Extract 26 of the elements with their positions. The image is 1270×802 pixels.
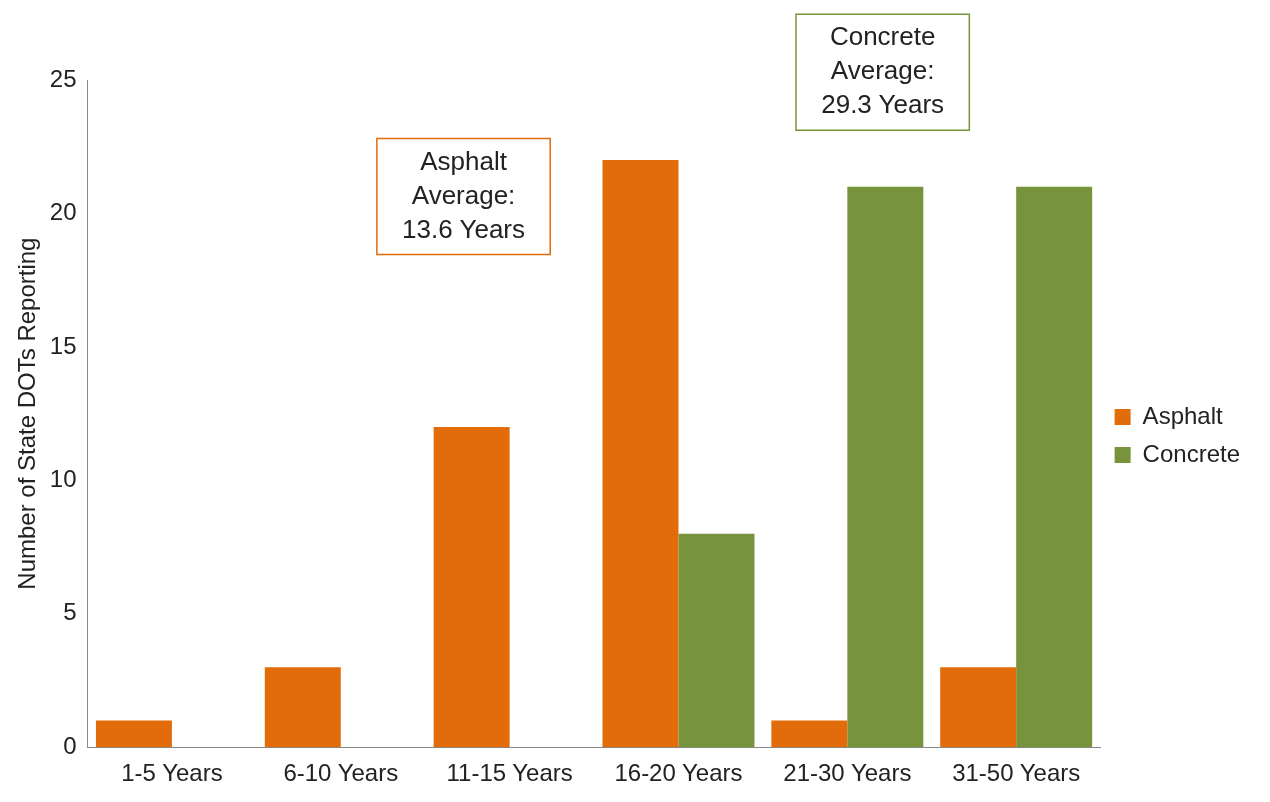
annotation: Asphalt Average: 13.6 Years (402, 145, 525, 244)
y-tick-label: 0 (63, 731, 77, 759)
y-axis-title: Number of State DOTs Reporting (13, 237, 41, 590)
x-tick-label: 16-20 Years (614, 759, 743, 787)
x-tick-label: 1-5 Years (121, 759, 223, 787)
bar (771, 720, 848, 748)
bar (1016, 186, 1093, 748)
y-tick-label: 25 (49, 64, 77, 92)
annotation: Concrete Average: 29.3 Years (821, 21, 945, 120)
y-tick-label: 20 (49, 198, 77, 226)
y-tick-label: 15 (49, 331, 77, 359)
bar (678, 533, 755, 748)
bar (940, 667, 1017, 748)
y-tick-label: 5 (63, 598, 77, 626)
legend-label: Concrete (1142, 439, 1241, 467)
legend-label: Asphalt (1142, 401, 1223, 429)
x-tick-label: 6-10 Years (283, 759, 399, 787)
bar (847, 186, 924, 748)
y-tick-label: 10 (49, 464, 77, 492)
x-tick-label: 31-50 Years (952, 759, 1081, 787)
bar (602, 160, 679, 748)
x-tick-label: 11-15 Years (446, 759, 573, 787)
bar (264, 667, 341, 748)
x-tick-label: 21-30 Years (783, 759, 912, 787)
bar (433, 426, 510, 748)
bar (95, 720, 172, 748)
